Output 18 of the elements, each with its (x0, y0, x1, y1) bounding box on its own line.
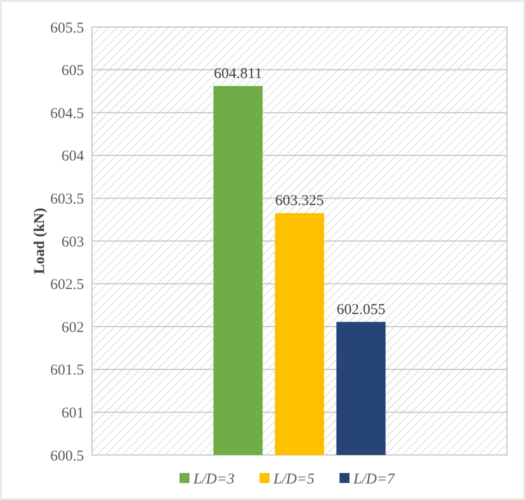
y-tick-label: 601.5 (50, 362, 84, 379)
y-axis-title: Load (kN) (32, 208, 48, 274)
data-label: 602.055 (336, 302, 386, 318)
y-tick-label: 604 (62, 148, 84, 165)
legend-label: L/D=3 (192, 471, 234, 488)
y-tick-label: 604.5 (50, 106, 84, 122)
y-tick-label: 605 (62, 63, 84, 80)
legend-label: L/D=5 (272, 471, 315, 488)
y-tick-label: 603 (62, 234, 84, 250)
y-tick-label: 602.5 (50, 277, 84, 294)
y-tick-label: 602 (62, 320, 84, 336)
y-tick-label: 603.5 (50, 191, 84, 208)
data-label: 603.325 (275, 193, 324, 210)
y-tick-label: 601 (62, 405, 84, 422)
y-tick-label: 600.5 (50, 448, 84, 464)
data-label: 604.811 (214, 66, 262, 82)
legend-label: L/D=7 (352, 471, 396, 488)
y-tick-label: 605.5 (50, 20, 84, 36)
